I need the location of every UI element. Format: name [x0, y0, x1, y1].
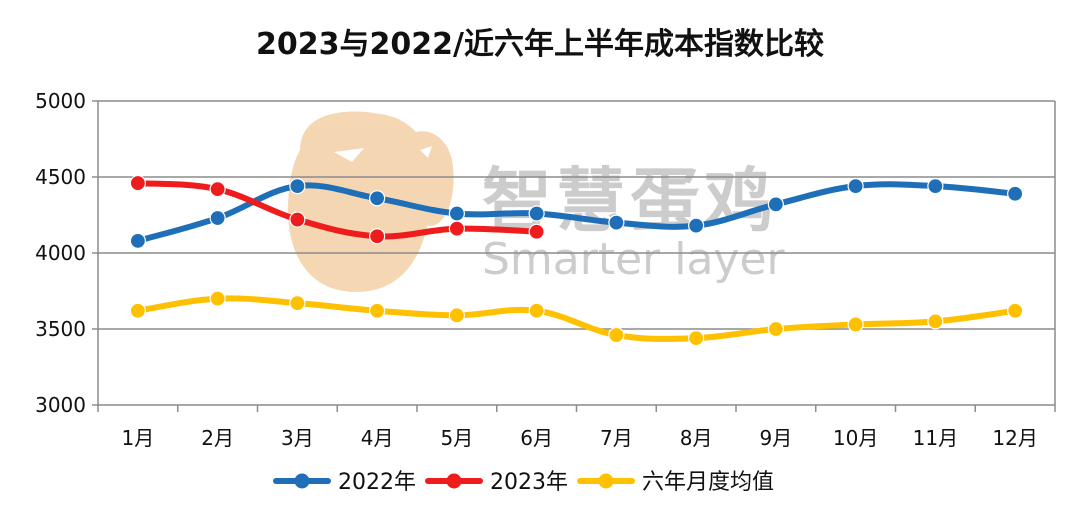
x-tick-label: 5月 [441, 426, 474, 450]
x-tick-label: 9月 [760, 426, 793, 450]
data-point [129, 174, 146, 192]
legend-label: 2022年 [338, 470, 416, 495]
data-point [1007, 302, 1024, 319]
series-3 [129, 290, 1024, 347]
data-point [209, 209, 226, 227]
legend-label: 六年月度均值 [642, 470, 774, 495]
legend-marker [294, 473, 310, 489]
x-tick-label: 2月 [201, 426, 234, 450]
data-point [209, 181, 226, 198]
data-point [448, 307, 465, 324]
data-point [927, 313, 944, 330]
data-point [289, 211, 306, 228]
x-tick-label: 11月 [913, 426, 958, 450]
y-tick-label: 4500 [35, 165, 86, 189]
x-tick-label: 7月 [600, 426, 633, 450]
watermark-en-text: Smarter layer [482, 234, 786, 285]
x-tick-label: 3月 [281, 426, 314, 450]
data-point [369, 302, 386, 319]
data-point [369, 228, 386, 245]
data-point [847, 316, 864, 333]
data-point [528, 205, 545, 222]
data-point [927, 178, 944, 195]
data-point [528, 223, 545, 240]
y-tick-label: 3000 [35, 393, 86, 417]
data-point [1007, 185, 1024, 202]
x-tick-label: 6月 [520, 426, 553, 450]
data-point [767, 196, 784, 213]
axis-layer: 3000 3500 4000 4500 5000 1月 2月 3月 4月 5月 6月 7月 8月 9月 10… [35, 89, 1056, 450]
data-point [847, 178, 864, 195]
x-tick-label: 10月 [833, 426, 878, 450]
legend-marker [446, 473, 462, 489]
data-point [129, 302, 146, 319]
x-tick-label: 12月 [992, 426, 1037, 450]
data-point [767, 320, 784, 338]
x-tick-label: 4月 [361, 426, 394, 450]
data-point [688, 330, 705, 347]
data-point [448, 205, 465, 222]
y-tick-label: 4000 [35, 241, 86, 265]
legend-label: 2023年 [490, 470, 568, 495]
data-point [289, 295, 306, 312]
grid-layer [98, 100, 1055, 406]
y-tick-label: 3500 [35, 317, 86, 341]
data-point [608, 214, 625, 231]
data-point [528, 302, 545, 319]
data-point [448, 220, 465, 237]
y-tick-label: 5000 [35, 89, 86, 113]
series-line [134, 295, 1019, 342]
data-point [608, 326, 625, 344]
legend-item: 六年月度均值 [577, 470, 774, 495]
data-point [688, 217, 705, 234]
data-point [209, 290, 226, 307]
chart-title: 2023与2022/近六年上半年成本指数比较 [256, 27, 824, 62]
legend-marker [598, 473, 614, 489]
series-1 [129, 178, 1024, 249]
watermark-logo-icon [288, 111, 454, 293]
data-point [129, 232, 146, 249]
data-point [369, 190, 386, 207]
x-tick-label: 1月 [122, 426, 155, 450]
legend: 2022年 2023年 六年月度均值 [273, 470, 774, 495]
legend-item: 2022年 [273, 470, 416, 495]
series-2 [129, 174, 545, 245]
data-point [289, 178, 306, 195]
legend-item: 2023年 [425, 470, 568, 495]
series-layer [129, 174, 1024, 347]
x-tick-label: 8月 [680, 426, 713, 450]
